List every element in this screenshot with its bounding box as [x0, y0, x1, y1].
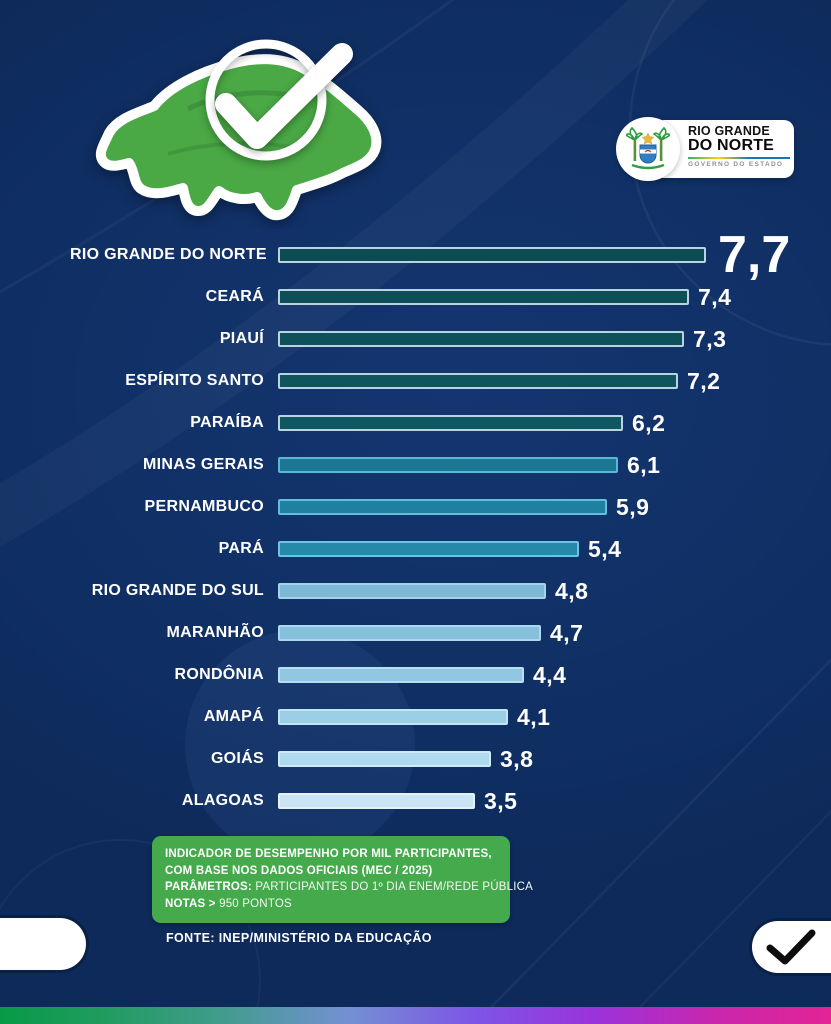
bar-area: 6,2 — [278, 410, 665, 437]
bar-area: 3,5 — [278, 788, 517, 815]
bar-value: 6,1 — [627, 451, 661, 478]
bar-value: 4,8 — [555, 577, 589, 604]
bar-label: ESPÍRITO SANTO — [125, 372, 264, 389]
state-crest-icon — [626, 126, 670, 170]
bar — [278, 625, 541, 641]
bar-label: PARAÍBA — [190, 414, 264, 431]
bar-value: 3,5 — [484, 787, 518, 814]
source-credit: FONTE: INEP/MINISTÉRIO DA EDUCAÇÃO — [166, 931, 432, 945]
table-row: AMAPÁ 4,1 — [70, 696, 815, 738]
rio-grande-do-norte-map-icon — [95, 39, 382, 221]
bar-label: PARÁ — [218, 540, 264, 557]
table-row: PARÁ 5,4 — [70, 528, 815, 570]
bar-area: 5,4 — [278, 536, 621, 563]
bar-value: 3,8 — [500, 745, 534, 772]
bar-area: 3,8 — [278, 746, 533, 773]
bar-label: MINAS GERAIS — [143, 456, 264, 473]
table-row: PERNAMBUCO 5,9 — [70, 486, 815, 528]
table-row: GOIÁS 3,8 — [70, 738, 815, 780]
bar-area: 4,4 — [278, 662, 566, 689]
black-checkmark-icon — [766, 929, 816, 965]
logo-line1: RIO GRANDE — [688, 124, 770, 138]
bar-value: 7,3 — [693, 325, 727, 352]
state-map-graphic — [58, 14, 388, 229]
bar-value: 5,9 — [616, 493, 650, 520]
logo-line2: DO NORTE — [688, 137, 775, 155]
table-row: PARAÍBA 6,2 — [70, 402, 815, 444]
bar-value: 5,4 — [588, 535, 622, 562]
bar-value: 7,2 — [687, 367, 721, 394]
logo-text: RIO GRANDE DO NORTE GOVERNO DO ESTADO — [688, 124, 790, 168]
bar — [278, 667, 524, 683]
bar-value: 4,4 — [533, 661, 567, 688]
note-line3: PARÂMETROS: PARTICIPANTES DO 1º DIA ENEM… — [165, 881, 533, 894]
table-row: CEARÁ 7,4 — [70, 276, 815, 318]
logo-crest-circle — [616, 117, 680, 181]
bar-area: 4,7 — [278, 620, 583, 647]
bottom-gradient-strip — [0, 1007, 831, 1024]
check-ring-icon — [205, 39, 327, 161]
bar-area: 5,9 — [278, 494, 649, 521]
bar — [278, 415, 623, 431]
logo-subtitle: GOVERNO DO ESTADO — [688, 160, 784, 168]
bar-label: GOIÁS — [210, 750, 264, 767]
bar-label: MARANHÃO — [166, 624, 264, 641]
bar-value: 7,7 — [718, 225, 791, 284]
government-logo: RIO GRANDE DO NORTE GOVERNO DO ESTADO — [616, 117, 794, 181]
bar — [278, 709, 508, 725]
bottom-left-pill — [0, 918, 86, 970]
bar — [278, 541, 579, 557]
bar-area: 7,7 — [278, 225, 791, 284]
bar-area: 4,8 — [278, 578, 588, 605]
bar — [278, 583, 546, 599]
bar-label: CEARÁ — [205, 288, 264, 305]
table-row: RIO GRANDE DO SUL 4,8 — [70, 570, 815, 612]
bar-value: 6,2 — [632, 409, 666, 436]
bar-area: 4,1 — [278, 704, 550, 731]
bar-area: 6,1 — [278, 452, 660, 479]
table-row: RONDÔNIA 4,4 — [70, 654, 815, 696]
note-line2: COM BASE NOS DADOS OFICIAIS (MEC / 2025) — [165, 864, 433, 877]
bar-label: RIO GRANDE DO SUL — [91, 582, 264, 599]
bar-label: PIAUÍ — [219, 330, 264, 347]
bar — [278, 499, 607, 515]
bar — [278, 457, 618, 473]
bar — [278, 751, 491, 767]
bar-label: ALAGOAS — [181, 792, 264, 809]
table-row: MARANHÃO 4,7 — [70, 612, 815, 654]
bar-value: 4,7 — [550, 619, 584, 646]
bar — [278, 331, 684, 347]
bottom-right-pill — [752, 921, 831, 973]
note-line1: INDICADOR DE DESEMPENHO POR MIL PARTICIP… — [165, 848, 492, 860]
bar-chart: RIO GRANDE DO NORTE 7,7 CEARÁ 7,4 PIAUÍ 7,3 ES… — [70, 225, 815, 822]
bar-area: 7,2 — [278, 368, 720, 395]
bar — [278, 373, 678, 389]
table-row: ESPÍRITO SANTO 7,2 — [70, 360, 815, 402]
bar-value: 4,1 — [517, 703, 551, 730]
methodology-note-box: INDICADOR DE DESEMPENHO POR MIL PARTICIP… — [152, 836, 533, 923]
table-row: RIO GRANDE DO NORTE 7,7 — [70, 225, 815, 284]
table-row: PIAUÍ 7,3 — [70, 318, 815, 360]
map-shape — [95, 54, 382, 221]
table-row: ALAGOAS 3,5 — [70, 780, 815, 822]
bar-label: RIO GRANDE DO NORTE — [70, 246, 267, 263]
checkmark-icon — [215, 43, 353, 149]
bar — [278, 793, 475, 809]
note-line4: NOTAS > 950 PONTOS — [165, 898, 292, 911]
bar-area: 7,4 — [278, 284, 731, 311]
bar-label: RONDÔNIA — [174, 666, 264, 683]
bar-value: 7,4 — [698, 283, 732, 310]
bar-label: AMAPÁ — [203, 708, 264, 725]
bar-label: PERNAMBUCO — [144, 498, 264, 515]
bar — [278, 289, 689, 305]
bar — [278, 247, 706, 263]
logo-divider — [688, 156, 790, 159]
bar-area: 7,3 — [278, 326, 726, 353]
table-row: MINAS GERAIS 6,1 — [70, 444, 815, 486]
